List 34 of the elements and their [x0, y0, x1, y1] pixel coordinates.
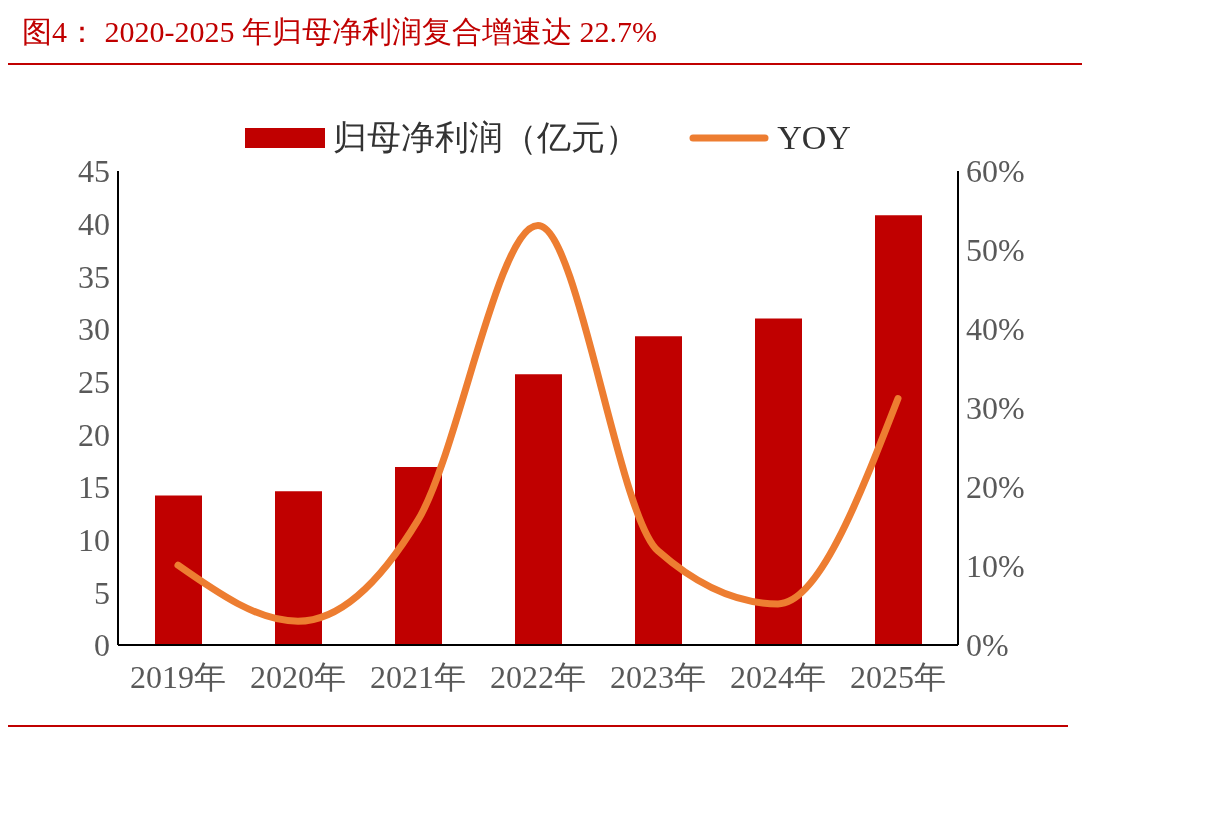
bar [635, 336, 682, 645]
x-tick-label: 2020年 [250, 658, 346, 695]
y2-tick-label: 60% [966, 153, 1025, 190]
y-tick-label: 35 [78, 258, 110, 295]
bar [515, 374, 562, 645]
y-tick-label: 0 [94, 627, 110, 664]
bar [275, 491, 322, 645]
y2-tick-label: 50% [966, 232, 1025, 269]
bar [395, 466, 442, 645]
y2-tick-label: 10% [966, 548, 1025, 585]
y-tick-label: 30 [78, 311, 110, 348]
y2-tick-label: 0% [966, 627, 1009, 664]
y2-tick-label: 30% [966, 390, 1025, 427]
x-tick-label: 2024年 [730, 658, 826, 695]
x-tick-label: 2021年 [370, 658, 466, 695]
y-tick-label: 15 [78, 469, 110, 506]
x-tick-label: 2023年 [610, 658, 706, 695]
bar [875, 215, 922, 645]
y-tick-label: 5 [94, 574, 110, 611]
bar [155, 495, 202, 645]
y2-tick-label: 40% [966, 311, 1025, 348]
y-tick-label: 25 [78, 364, 110, 401]
chart-title: 图4： 2020-2025 年归母净利润复合增速达 22.7% [8, 8, 1082, 65]
x-tick-label: 2022年 [490, 658, 586, 695]
legend-label: YOY [777, 119, 851, 157]
bar [755, 318, 802, 645]
y-tick-label: 40 [78, 206, 110, 243]
y-tick-label: 10 [78, 522, 110, 559]
x-tick-label: 2025年 [850, 658, 946, 695]
y-tick-label: 20 [78, 416, 110, 453]
legend-label: 归母净利润（亿元） [333, 118, 640, 158]
x-tick-label: 2019年 [130, 658, 226, 695]
y2-tick-label: 20% [966, 469, 1025, 506]
y-tick-label: 45 [78, 153, 110, 190]
